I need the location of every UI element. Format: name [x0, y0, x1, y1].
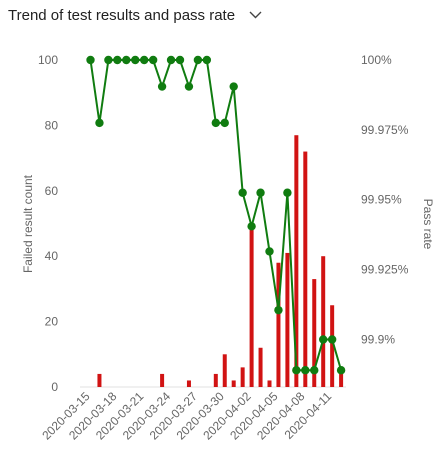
failed-count-bar	[240, 367, 245, 387]
left-tick-label: 80	[45, 118, 59, 132]
pass-rate-point	[166, 55, 176, 65]
failed-count-bar	[294, 135, 299, 387]
right-axis-label: Pass rate	[421, 199, 435, 250]
failed-count-bar	[213, 373, 218, 387]
pass-rate-point	[247, 222, 256, 231]
pass-rate-point	[327, 335, 337, 344]
pass-rate-point	[229, 82, 238, 91]
pass-rate-point	[336, 366, 346, 375]
right-tick-label: 100%	[361, 53, 392, 67]
pass-rate-point	[310, 366, 319, 375]
pass-rate-point	[220, 118, 229, 128]
failed-count-bar	[285, 252, 290, 387]
failed-count-bar	[249, 223, 254, 387]
left-tick-label: 20	[45, 315, 59, 329]
pass-rate-point	[301, 366, 310, 375]
pass-rate-point	[104, 55, 113, 65]
left-axis-label: Failed result count	[21, 174, 35, 273]
failed-count-bar	[276, 262, 281, 387]
pass-rate-point	[292, 366, 301, 375]
chart-title: Trend of test results and pass rate	[8, 6, 236, 24]
pass-rate-point	[122, 55, 131, 65]
left-tick-label: 0	[51, 380, 58, 394]
right-axis-ticks: 99.9% 99.925% 99.95% 99.975% 100%	[361, 53, 409, 346]
failed-count-bar	[303, 151, 308, 387]
right-tick-label: 99.975%	[361, 123, 409, 137]
failed-count-bar	[97, 373, 102, 387]
pass-rate-point	[211, 118, 220, 128]
chart-header: Trend of test results and pass rate	[8, 4, 262, 26]
pass-rate-line	[86, 55, 346, 375]
failed-count-bar	[267, 380, 272, 387]
right-tick-label: 99.95%	[361, 193, 402, 207]
pass-rate-point	[157, 82, 167, 91]
left-tick-label: 100	[38, 53, 58, 67]
pass-rate-point	[265, 247, 274, 256]
pass-rate-point	[148, 55, 158, 65]
pass-rate-point	[184, 82, 194, 91]
left-axis-ticks: 0 20 40 60 80 100	[38, 53, 58, 394]
pass-rate-point	[193, 55, 203, 65]
pass-rate-point	[238, 188, 247, 197]
left-tick-label: 60	[45, 184, 59, 198]
pass-rate-point	[95, 118, 104, 128]
x-axis-ticks: 2020-03-152020-03-182020-03-212020-03-24…	[39, 389, 334, 443]
failed-count-bar	[330, 305, 335, 387]
right-tick-label: 99.925%	[361, 263, 409, 277]
chevron-down-icon[interactable]	[249, 11, 262, 19]
pass-rate-point	[319, 335, 328, 344]
failed-count-bar	[321, 256, 326, 387]
pass-rate-point	[202, 55, 212, 65]
pass-rate-point	[283, 188, 292, 197]
failed-count-bars	[97, 135, 344, 387]
pass-rate-point	[140, 55, 149, 65]
pass-rate-point	[274, 305, 283, 315]
failed-count-bar	[258, 347, 263, 387]
right-tick-label: 99.9%	[361, 332, 395, 346]
pass-rate-point	[175, 55, 185, 65]
failed-count-bar	[312, 279, 317, 387]
failed-count-bar	[160, 373, 165, 387]
pass-rate-point	[131, 55, 140, 65]
pass-rate-point	[86, 55, 95, 65]
left-tick-label: 40	[45, 249, 59, 263]
failed-count-bar	[339, 373, 344, 387]
failed-count-bar	[231, 380, 236, 387]
pass-rate-point	[113, 55, 122, 65]
failed-count-bar	[222, 354, 227, 387]
pass-rate-point	[256, 188, 265, 197]
failed-count-bar	[186, 380, 191, 387]
